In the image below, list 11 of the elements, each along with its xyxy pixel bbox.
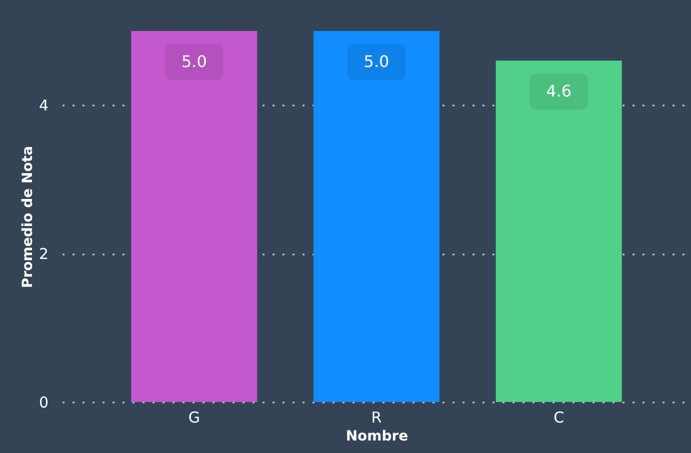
data-label: 4.6 (546, 82, 572, 101)
data-label: 5.0 (181, 52, 207, 71)
x-tick-label: R (371, 408, 382, 426)
x-axis-title: Nombre (346, 428, 408, 444)
x-tick-label: C (554, 408, 564, 426)
y-tick-label: 4 (38, 96, 48, 115)
y-tick-label: 0 (38, 394, 48, 412)
x-tick-label: G (188, 408, 200, 426)
data-label: 5.0 (364, 52, 390, 71)
y-axis-title: Promedio de Nota (20, 146, 36, 288)
y-tick-label: 2 (38, 245, 48, 264)
